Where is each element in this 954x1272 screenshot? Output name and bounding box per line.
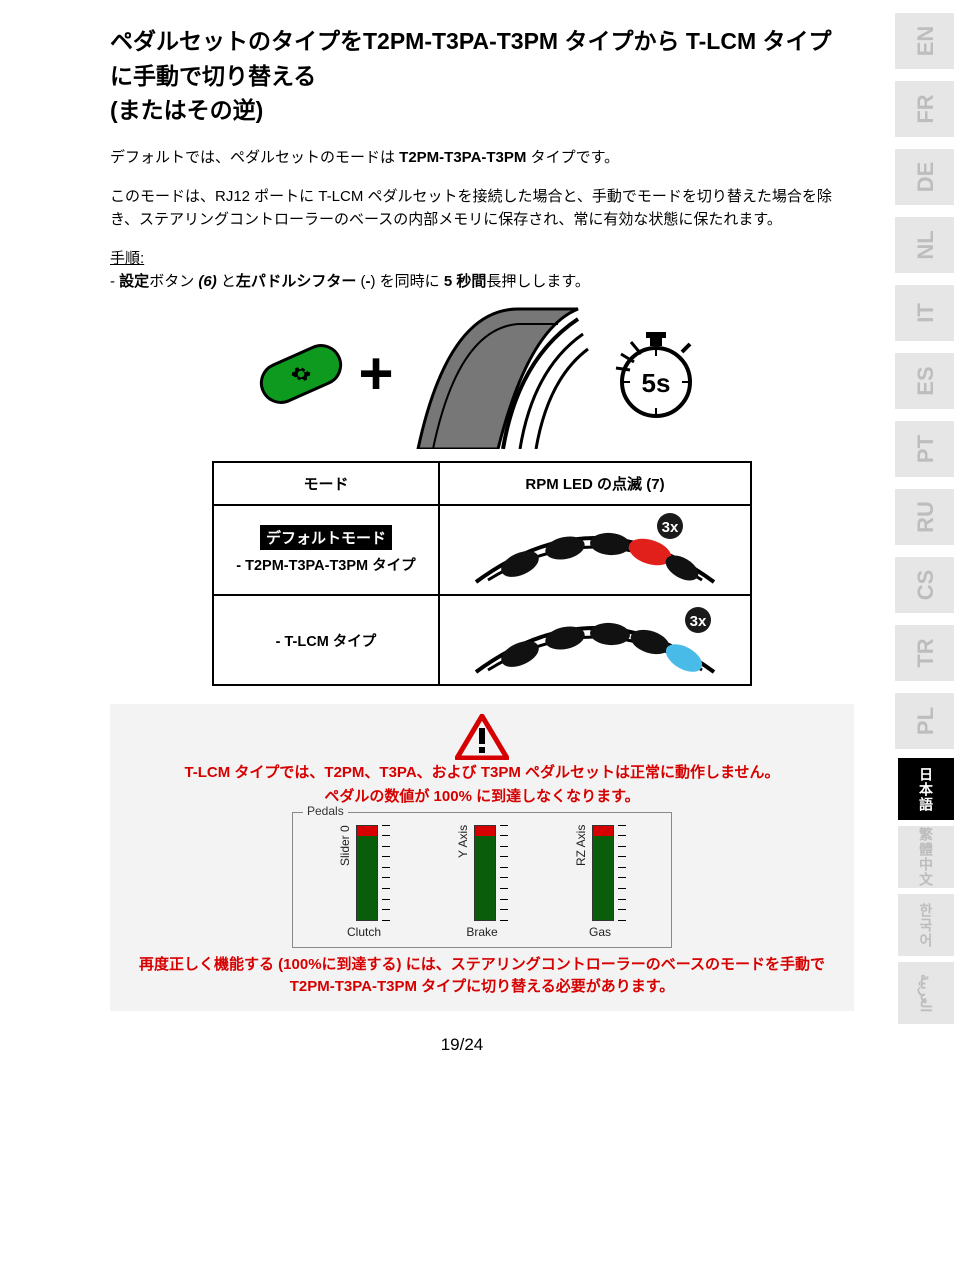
language-tab-한국어[interactable]: 한국어 <box>898 894 954 956</box>
language-tab-EN[interactable]: EN <box>895 13 954 69</box>
language-sidebar: EN FR DE NL IT ES PT RU CS TR PL 日本語繁體中文 한국어 العربية <box>898 10 954 1024</box>
step-t1: ボタン <box>149 273 198 290</box>
settings-button-illustration <box>254 338 350 411</box>
language-tab-繁體中文[interactable]: 繁體中文 <box>898 826 954 888</box>
language-tab-RU[interactable]: RU <box>895 489 954 545</box>
para1-post: タイプです。 <box>526 149 619 166</box>
blink-count-badge: 3x <box>662 519 679 536</box>
paddle-shifter-illustration <box>408 299 598 449</box>
step-illustration: + <box>110 299 854 449</box>
language-tab-CS[interactable]: CS <box>895 557 954 613</box>
language-tab-ES[interactable]: ES <box>895 353 954 409</box>
mode-table: モード RPM LED の点滅 (7) デフォルトモード - T2PM-T3PA… <box>212 461 752 686</box>
step-b1: 設定 <box>119 273 149 290</box>
stopwatch-illustration: 5s <box>606 324 706 424</box>
warning-line2: ペダルの数値が 100% に到達しなくなります。 <box>118 786 846 808</box>
warning-line3: 再度正しく機能する (100%に到達する) には、ステアリングコントローラーのベ… <box>118 954 846 998</box>
warning-icon <box>455 714 509 760</box>
language-tab-العربية[interactable]: العربية <box>898 962 954 1024</box>
step-dash: - <box>110 273 119 290</box>
timer-label: 5s <box>641 368 670 398</box>
mode-table-row2-label: - T-LCM タイプ <box>213 595 439 685</box>
step-t4: ) を同時に <box>371 273 444 290</box>
language-tab-日本語[interactable]: 日本語 <box>898 758 954 820</box>
pedal-gas: RZ Axis Gas <box>545 825 655 939</box>
mode-row2-text: - T-LCM タイプ <box>276 634 377 650</box>
language-tab-IT[interactable]: IT <box>895 285 954 341</box>
language-tab-NL[interactable]: NL <box>895 217 954 273</box>
language-tab-FR[interactable]: FR <box>895 81 954 137</box>
procedure-step: - 設定ボタン (6) と左パドルシフター (-) を同時に 5 秒間長押ししま… <box>110 270 854 291</box>
warning-box: T-LCM タイプでは、T2PM、T3PA、および T3PM ペダルセットは正常… <box>110 704 854 1011</box>
mode-row1-text: - T2PM-T3PA-T3PM タイプ <box>236 558 415 574</box>
page-number: 19/24 <box>110 1035 814 1055</box>
language-tab-PL[interactable]: PL <box>895 693 954 749</box>
step-b2: (6) <box>198 273 216 290</box>
page-title: ペダルセットのタイプをT2PM-T3PA-T3PM タイプから T-LCM タイ… <box>110 24 854 128</box>
step-b3: 左パドルシフター <box>236 273 356 290</box>
plus-icon: + <box>358 344 393 404</box>
pedal-name-2: Gas <box>589 925 611 939</box>
pedals-chart: Pedals Slider 0 Clutch Y Axis <box>292 812 672 948</box>
step-t3: ( <box>356 273 365 290</box>
blink-count-badge: 3x <box>690 613 707 630</box>
mode-table-row1-led: 3x <box>439 505 751 595</box>
pedal-clutch: Slider 0 Clutch <box>309 825 419 939</box>
title-line1: ペダルセットのタイプをT2PM-T3PA-T3PM タイプから T-LCM タイ… <box>110 28 832 89</box>
procedure-label: 手順: <box>110 247 854 268</box>
mode-table-header-led: RPM LED の点滅 (7) <box>439 462 751 505</box>
language-tab-DE[interactable]: DE <box>895 149 954 205</box>
pedals-legend: Pedals <box>303 804 348 818</box>
warning-line1: T-LCM タイプでは、T2PM、T3PA、および T3PM ペダルセットは正常… <box>118 762 846 784</box>
pedal-axis-2: RZ Axis <box>574 825 588 921</box>
step-t5: 長押しします。 <box>486 273 590 290</box>
title-line2: (またはその逆) <box>110 97 263 123</box>
mode-table-row2-led: 3x <box>439 595 751 685</box>
mode-table-header-mode: モード <box>213 462 439 505</box>
step-b5: 5 秒間 <box>444 273 487 290</box>
pedal-name-1: Brake <box>466 925 497 939</box>
pedal-name-0: Clutch <box>347 925 381 939</box>
gear-icon <box>288 361 314 387</box>
pedal-axis-0: Slider 0 <box>338 825 352 921</box>
pedal-brake: Y Axis Brake <box>427 825 537 939</box>
mode-table-row1-label: デフォルトモード - T2PM-T3PA-T3PM タイプ <box>213 505 439 595</box>
default-mode-badge: デフォルトモード <box>260 525 392 550</box>
paragraph-default-mode: デフォルトでは、ペダルセットのモードは T2PM-T3PA-T3PM タイプです… <box>110 146 854 169</box>
language-tab-TR[interactable]: TR <box>895 625 954 681</box>
pedal-axis-1: Y Axis <box>456 825 470 921</box>
step-t2: と <box>217 273 236 290</box>
para1-bold: T2PM-T3PA-T3PM <box>399 149 526 166</box>
language-tab-PT[interactable]: PT <box>895 421 954 477</box>
paragraph-memory: このモードは、RJ12 ポートに T-LCM ペダルセットを接続した場合と、手動… <box>110 185 854 232</box>
para1-pre: デフォルトでは、ペダルセットのモードは <box>110 149 399 166</box>
